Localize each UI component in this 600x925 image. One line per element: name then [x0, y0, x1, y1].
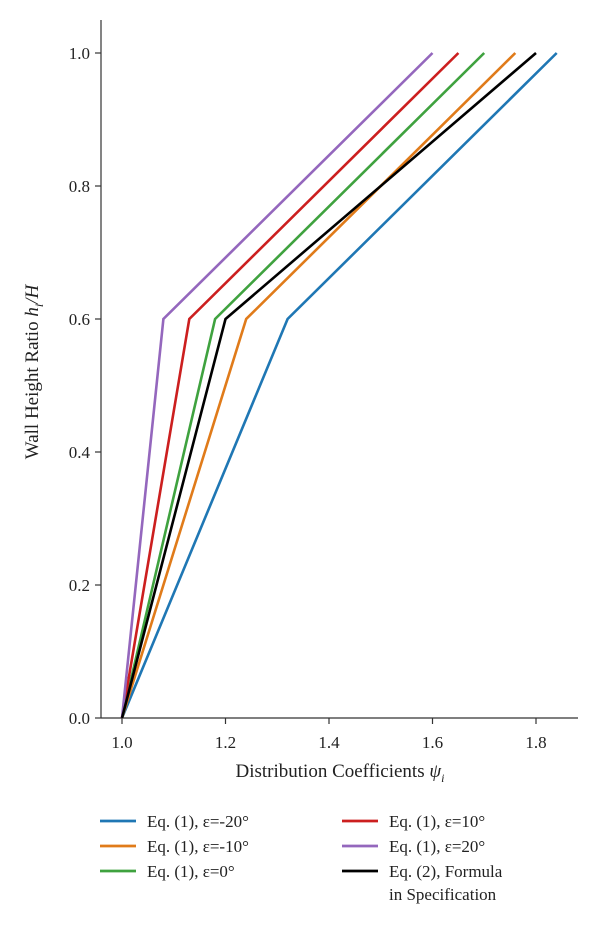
series-line-3	[120, 52, 460, 719]
x-tick-label: 1.6	[422, 733, 443, 752]
y-axis-title: Wall Height Ratio hi/H	[22, 284, 46, 460]
legend: Eq. (1), ε=-20° Eq. (1), ε=-10° Eq. (1), ε…	[100, 812, 503, 904]
legend-label-2: Eq. (1), ε=0°	[147, 862, 235, 881]
series-line-0	[120, 52, 558, 719]
x-tick-label: 1.0	[111, 733, 132, 752]
x-tick-label: 1.8	[525, 733, 546, 752]
series-line-1	[120, 52, 517, 719]
axes: 0.0 0.2 0.4 0.6 0.8 1.0 1.0 1.2 1.4 1.6 1.8 Distrib…	[22, 20, 578, 785]
legend-label-1: Eq. (1), ε=-10°	[147, 837, 249, 856]
y-tick-label: 0.0	[69, 709, 90, 728]
y-tick-label: 0.2	[69, 576, 90, 595]
series-layer	[120, 52, 558, 719]
x-axis-title: Distribution Coefficients ψi	[235, 761, 444, 785]
y-tick-label: 0.6	[69, 310, 90, 329]
series-line-2	[120, 52, 486, 719]
y-tick-label: 1.0	[69, 44, 90, 63]
legend-label-4: Eq. (1), ε=20°	[389, 837, 485, 856]
series-line-4	[120, 52, 434, 719]
legend-label-3: Eq. (1), ε=10°	[389, 812, 485, 831]
series-line-5	[120, 52, 537, 719]
legend-label-5: Eq. (2), Formula	[389, 862, 503, 881]
y-tick-label: 0.8	[69, 177, 90, 196]
y-tick-label: 0.4	[69, 443, 91, 462]
legend-label-0: Eq. (1), ε=-20°	[147, 812, 249, 831]
x-tick-label: 1.4	[318, 733, 340, 752]
legend-label-5-line2: in Specification	[389, 885, 497, 904]
x-tick-label: 1.2	[215, 733, 236, 752]
